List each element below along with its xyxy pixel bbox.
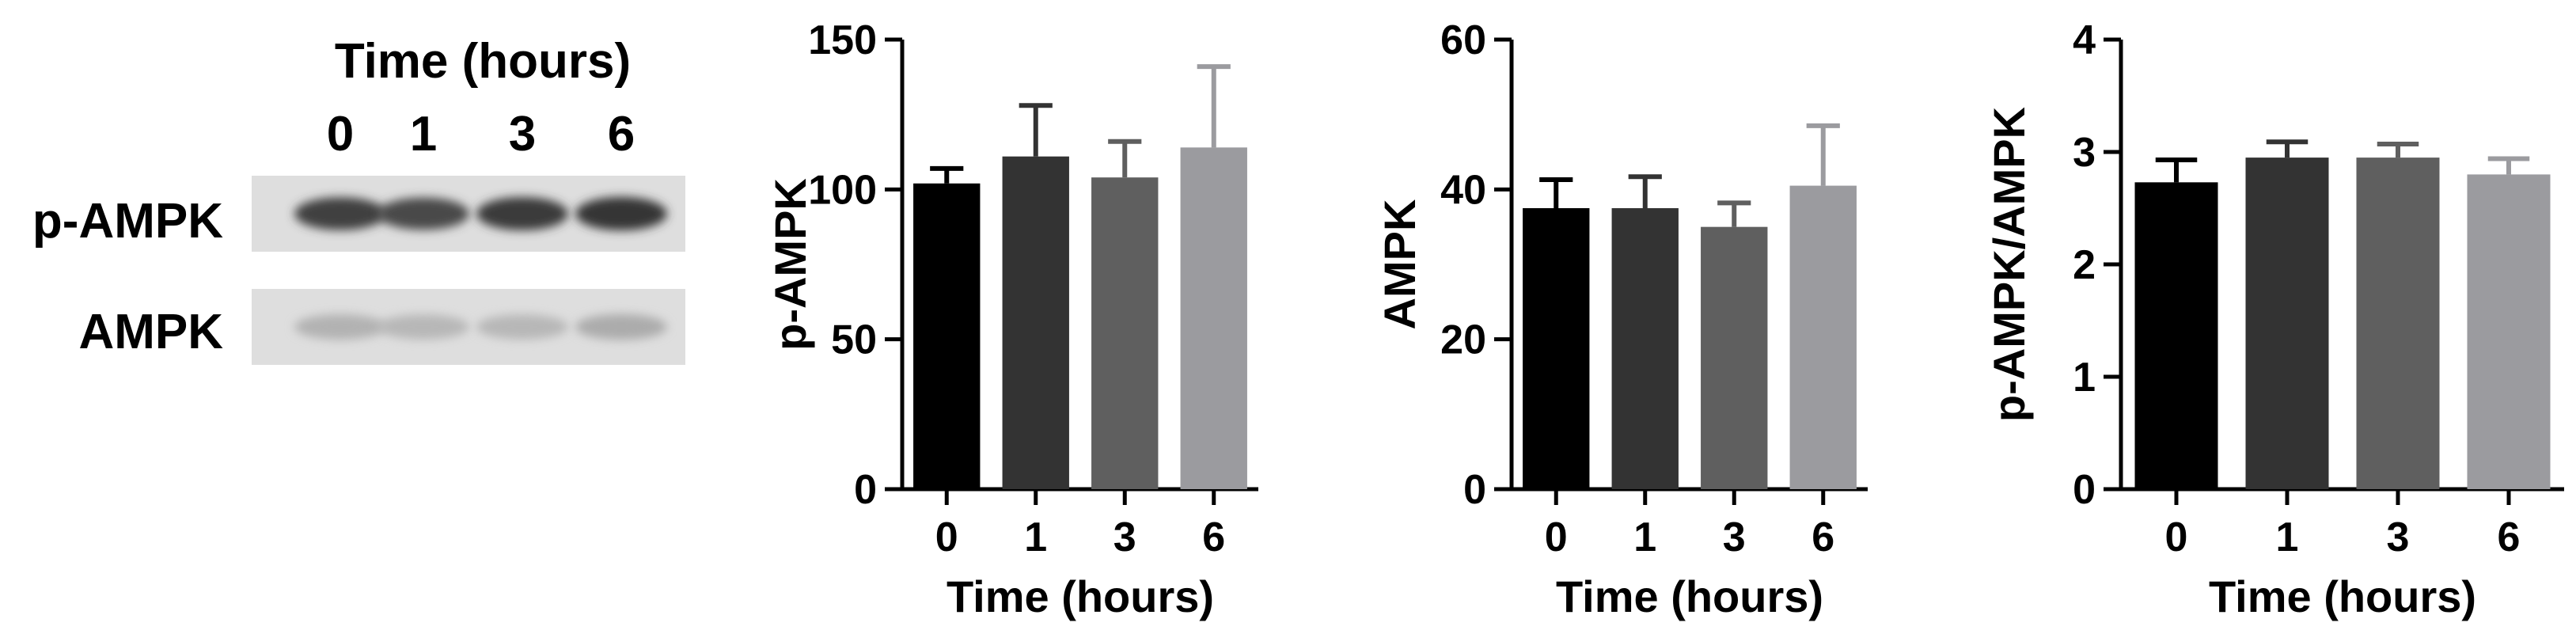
y-axis-label: p-AMPK/AMPK bbox=[1984, 107, 2034, 422]
x-axis-label: Time (hours) bbox=[947, 571, 1214, 621]
x-tick-label: 1 bbox=[2276, 514, 2299, 560]
bar bbox=[913, 183, 981, 489]
blot-band bbox=[476, 314, 568, 340]
y-tick-label: 40 bbox=[1440, 167, 1486, 213]
x-tick-label: 6 bbox=[1812, 514, 1834, 560]
blot-row-label: p-AMPK bbox=[32, 194, 223, 249]
western-blot: Time (hours) 0 1 3 6 p-AMPK AMPK bbox=[32, 34, 685, 365]
x-axis-label: Time (hours) bbox=[2209, 571, 2476, 621]
blot-lane-labels: 0 1 3 6 bbox=[327, 107, 635, 161]
bar bbox=[1701, 226, 1768, 489]
blot-row-label: AMPK bbox=[78, 305, 223, 359]
bar bbox=[2245, 158, 2329, 489]
blot-header: Time (hours) bbox=[335, 34, 631, 89]
blot-row: AMPK bbox=[78, 289, 685, 365]
x-tick-label: 0 bbox=[2165, 514, 2188, 560]
y-tick-label: 60 bbox=[1440, 17, 1486, 63]
y-tick-label: 50 bbox=[831, 317, 877, 363]
bar bbox=[2467, 174, 2551, 489]
bar bbox=[1523, 208, 1590, 489]
y-tick-label: 20 bbox=[1440, 317, 1486, 363]
bar bbox=[2356, 158, 2440, 489]
blot-band bbox=[294, 197, 386, 230]
y-tick-label: 0 bbox=[1463, 467, 1486, 513]
blot-band bbox=[575, 313, 667, 340]
bar bbox=[1611, 208, 1679, 489]
bar bbox=[2134, 182, 2218, 489]
bar bbox=[1180, 147, 1247, 489]
y-tick-label: 150 bbox=[808, 17, 877, 63]
bar-chart: 0 1 2 3 4 p-AMPK/AMPK 0 1 3 6 Time (hours) bbox=[1984, 17, 2564, 621]
x-tick-label: 3 bbox=[1723, 514, 1746, 560]
blot-rows: p-AMPK AMPK bbox=[32, 176, 685, 365]
blot-lane-label: 3 bbox=[509, 107, 536, 161]
y-tick-label: 2 bbox=[2073, 242, 2096, 288]
blot-band bbox=[377, 314, 469, 340]
blot-band bbox=[575, 196, 667, 231]
y-tick-label: 0 bbox=[854, 467, 877, 513]
y-tick-label: 0 bbox=[2073, 467, 2096, 513]
y-axis-label: AMPK bbox=[1375, 199, 1425, 330]
y-tick-label: 3 bbox=[2073, 130, 2096, 176]
x-tick-label: 3 bbox=[1113, 514, 1136, 560]
bar bbox=[1091, 177, 1159, 490]
blot-lane-label: 6 bbox=[608, 107, 635, 161]
blot-row: p-AMPK bbox=[32, 176, 685, 252]
x-tick-label: 1 bbox=[1024, 514, 1047, 560]
x-tick-label: 6 bbox=[2498, 514, 2521, 560]
blot-band bbox=[377, 197, 469, 230]
y-tick-label: 4 bbox=[2073, 17, 2096, 63]
blot-lane-label: 1 bbox=[410, 107, 437, 161]
x-tick-label: 6 bbox=[1202, 514, 1225, 560]
x-tick-label: 3 bbox=[2387, 514, 2410, 560]
y-axis-label: p-AMPK bbox=[765, 178, 815, 351]
x-tick-label: 0 bbox=[1545, 514, 1568, 560]
x-tick-label: 0 bbox=[935, 514, 958, 560]
y-tick-label: 1 bbox=[2073, 355, 2096, 401]
blot-band bbox=[476, 196, 568, 231]
blot-lane-label: 0 bbox=[327, 107, 354, 161]
x-axis-label: Time (hours) bbox=[1556, 571, 1823, 621]
bar-chart: 0 50 100 150 p-AMPK 0 1 3 6 Time (hours) bbox=[765, 17, 1258, 621]
bar-chart: 0 20 40 60 AMPK 0 1 3 6 Time (hours) bbox=[1375, 17, 1868, 621]
bar bbox=[1789, 185, 1857, 489]
x-tick-label: 1 bbox=[1633, 514, 1656, 560]
bar bbox=[1002, 156, 1069, 489]
blot-band bbox=[294, 314, 386, 340]
y-tick-label: 100 bbox=[808, 167, 877, 213]
